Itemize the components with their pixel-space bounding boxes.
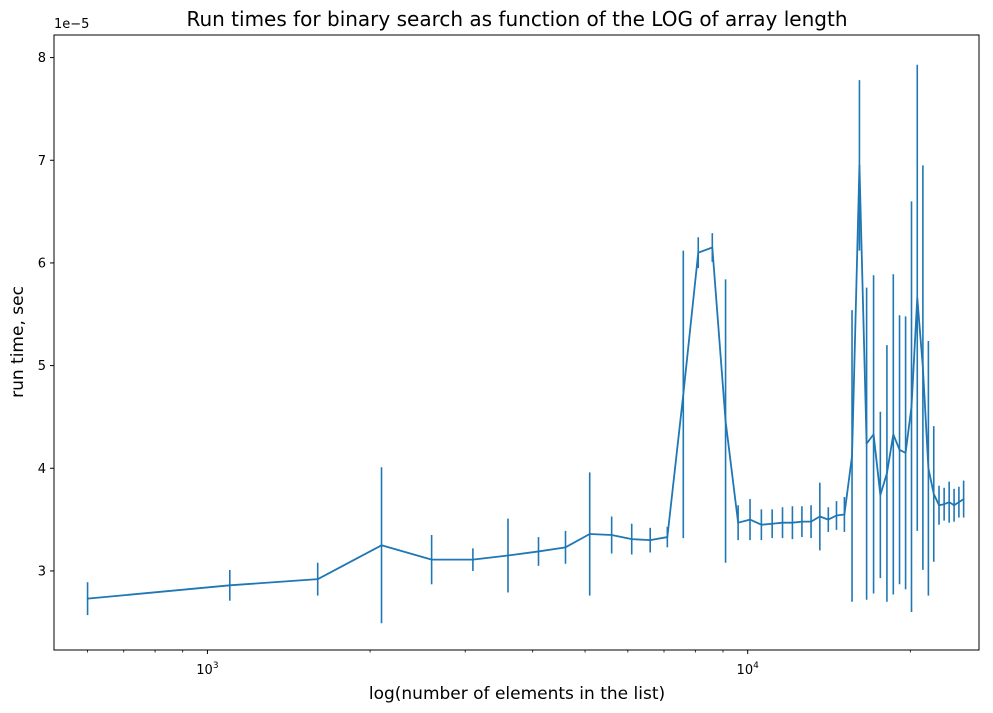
data-point xyxy=(507,554,509,557)
data-point xyxy=(962,498,965,500)
data-point xyxy=(697,251,700,254)
data-point xyxy=(649,539,652,541)
x-axis-label: log(number of elements in the list) xyxy=(369,684,665,704)
y-tick-label: 4 xyxy=(38,462,46,477)
y-tick-label: 5 xyxy=(38,359,46,374)
series-line xyxy=(87,164,965,600)
y-axis-label: run time, sec xyxy=(8,286,28,398)
data-point xyxy=(430,558,433,561)
y-tick-label: 3 xyxy=(38,564,46,579)
x-tick-label: 104 xyxy=(737,661,760,678)
data-point xyxy=(858,164,861,167)
data-point xyxy=(927,467,930,470)
data-point xyxy=(771,522,773,525)
data-point xyxy=(380,544,383,547)
data-point xyxy=(953,504,955,507)
data-point xyxy=(724,420,727,422)
data-point xyxy=(879,494,882,496)
data-point xyxy=(228,584,231,587)
data-point xyxy=(948,501,950,503)
data-point xyxy=(958,501,960,503)
data-point xyxy=(851,455,853,457)
data-point xyxy=(472,558,474,561)
data-point xyxy=(630,538,633,540)
data-point xyxy=(865,442,868,445)
data-point xyxy=(781,521,784,524)
data-point xyxy=(801,520,803,523)
data-point xyxy=(737,521,739,524)
y-tick-label: 8 xyxy=(38,51,46,66)
data-point xyxy=(819,515,821,518)
data-point xyxy=(749,518,751,521)
data-point xyxy=(86,597,89,600)
data-point xyxy=(835,514,838,517)
plot-area xyxy=(86,64,965,624)
data-point xyxy=(760,523,763,526)
data-point xyxy=(711,246,714,249)
data-point xyxy=(610,534,613,536)
data-point xyxy=(910,405,913,408)
data-point xyxy=(588,533,591,535)
data-point xyxy=(872,433,875,436)
data-point xyxy=(943,503,945,506)
data-point xyxy=(316,578,319,580)
data-point xyxy=(916,297,919,299)
data-point xyxy=(843,513,846,516)
data-point xyxy=(892,433,895,436)
y-tick-label: 7 xyxy=(38,154,46,169)
data-point xyxy=(922,366,924,369)
data-point xyxy=(938,504,940,507)
data-point xyxy=(886,472,888,475)
plot-frame xyxy=(53,34,980,651)
data-point xyxy=(898,448,901,451)
x-tick-label: 103 xyxy=(196,661,218,678)
y-tick-label: 6 xyxy=(38,256,46,271)
data-point xyxy=(666,536,669,538)
chart-title: Run times for binary search as function … xyxy=(186,7,847,31)
data-point xyxy=(682,393,685,396)
y-offset-label: 1e−5 xyxy=(54,17,89,32)
data-point xyxy=(791,521,794,524)
data-point xyxy=(904,452,907,454)
data-point xyxy=(827,518,830,521)
data-point xyxy=(932,493,935,495)
data-point xyxy=(564,546,567,549)
data-point xyxy=(810,520,812,523)
data-point xyxy=(537,550,540,553)
